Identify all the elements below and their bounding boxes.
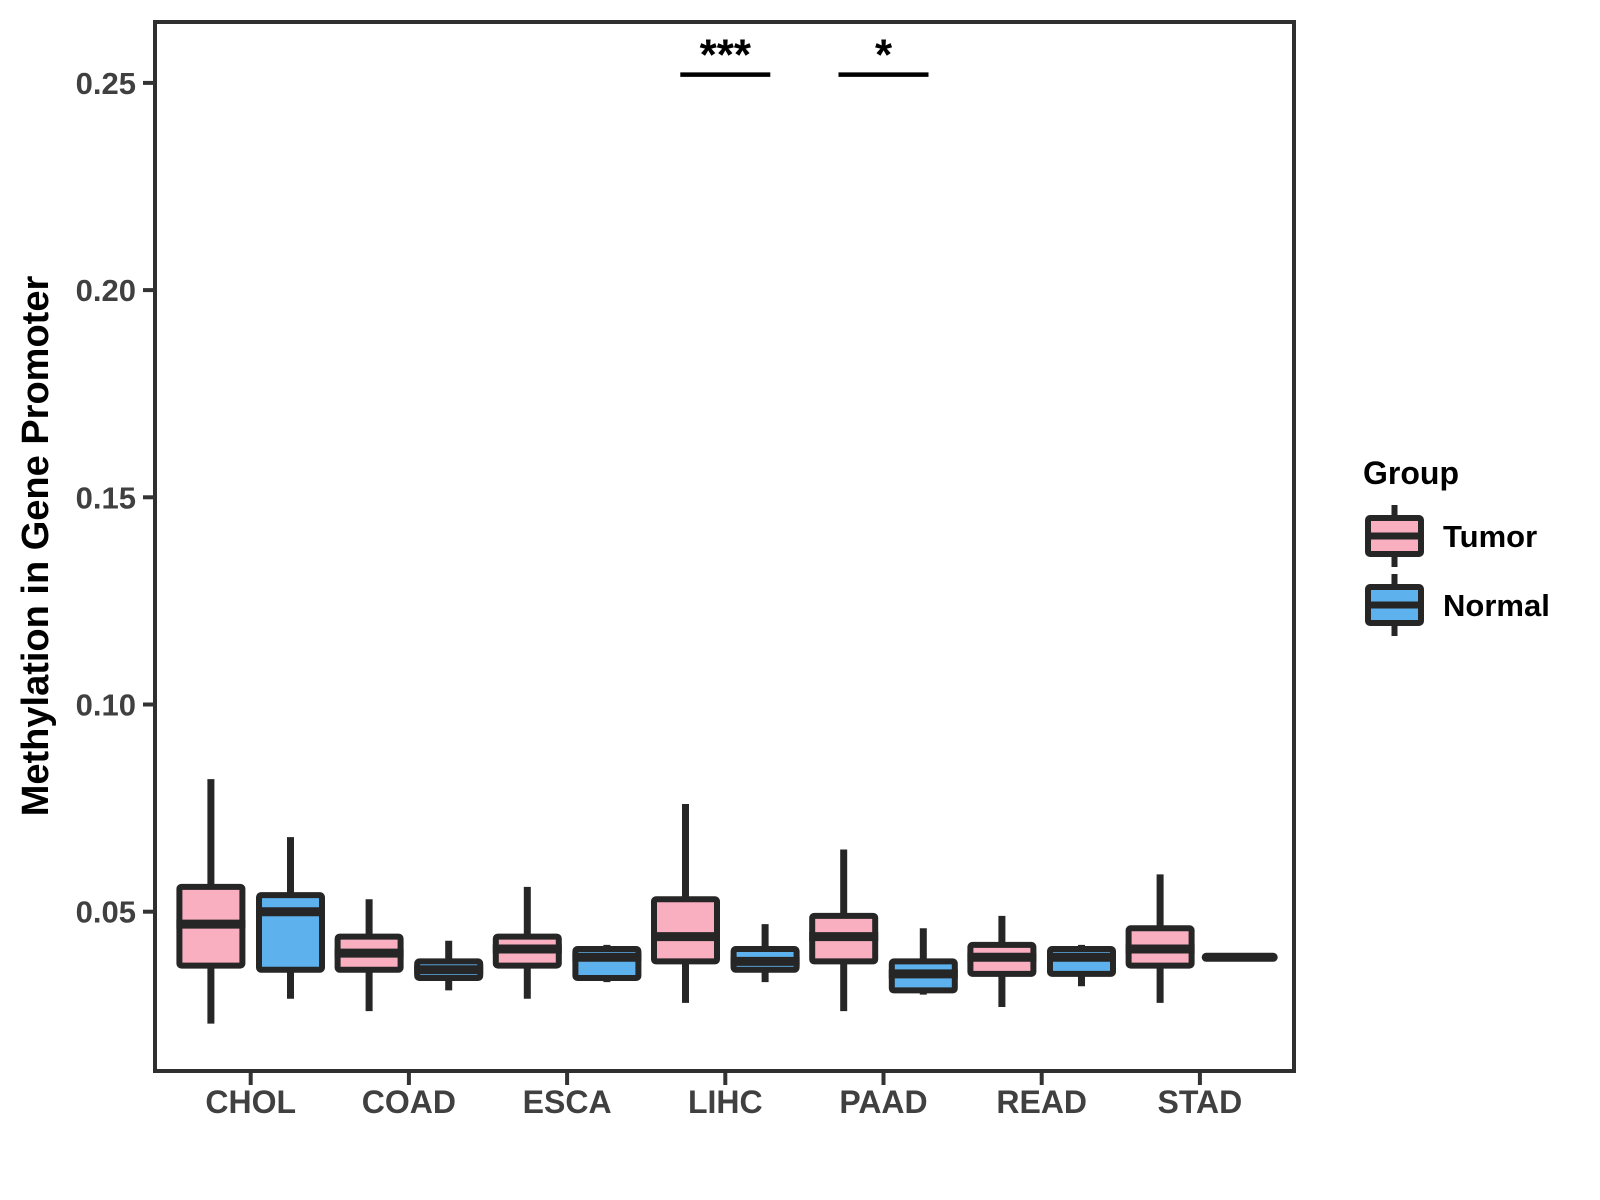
box-group-COAD-Tumor [334, 899, 404, 1012]
box-group-LIHC-Tumor [651, 803, 720, 1003]
plot-panel [153, 20, 1296, 1073]
y-tick-label-0.10: 0.10 [76, 688, 136, 723]
x-tick-label-CHOL: CHOL [205, 1084, 296, 1120]
y-tick-label-0.25: 0.25 [76, 66, 136, 101]
box-group-READ-Tumor [967, 915, 1037, 1008]
legend: Group Tumor Normal [1363, 455, 1550, 636]
sig-label-LIHC: *** [700, 31, 752, 80]
box-group-PAAD-Tumor [809, 849, 879, 1012]
box-LIHC-Tumor [651, 896, 720, 965]
box-group-STAD-Tumor [1125, 874, 1195, 1003]
x-tick-label-STAD: STAD [1158, 1084, 1243, 1120]
legend-label-tumor: Tumor [1443, 519, 1537, 554]
boxplot-series [176, 779, 1278, 1024]
y-tick-label-0.05: 0.05 [76, 895, 136, 930]
y-tick-label-0.20: 0.20 [76, 273, 136, 308]
sig-label-PAAD: * [875, 31, 893, 80]
legend-item-normal: Normal [1365, 574, 1550, 636]
box-group-LIHC-Normal [730, 924, 800, 983]
box-group-READ-Normal [1047, 944, 1116, 987]
box-CHOL-Normal [256, 892, 325, 973]
legend-label-normal: Normal [1443, 588, 1550, 623]
y-axis-title: Methylation in Gene Promoter [15, 276, 57, 817]
x-tick-label-COAD: COAD [362, 1084, 456, 1120]
y-axis: 0.05 0.10 0.15 0.20 0.25 [76, 66, 155, 930]
x-tick-label-LIHC: LIHC [688, 1084, 763, 1120]
box-group-ESCA-Tumor [492, 886, 562, 999]
x-tick-label-PAAD: PAAD [839, 1084, 927, 1120]
box-group-CHOL-Normal [256, 837, 325, 999]
box-group-COAD-Normal [414, 940, 484, 991]
legend-item-tumor: Tumor [1365, 505, 1537, 567]
legend-title: Group [1363, 455, 1459, 491]
significance-annotations: *** * [680, 31, 929, 80]
x-tick-label-ESCA: ESCA [523, 1084, 612, 1120]
box-group-CHOL-Tumor [176, 779, 246, 1024]
x-axis: CHOL COAD ESCA LIHC PAAD READ STAD [205, 1073, 1242, 1120]
y-tick-label-0.15: 0.15 [76, 480, 136, 515]
box-group-PAAD-Normal [888, 928, 958, 995]
box-group-ESCA-Normal [572, 944, 642, 983]
x-tick-label-READ: READ [996, 1084, 1087, 1120]
